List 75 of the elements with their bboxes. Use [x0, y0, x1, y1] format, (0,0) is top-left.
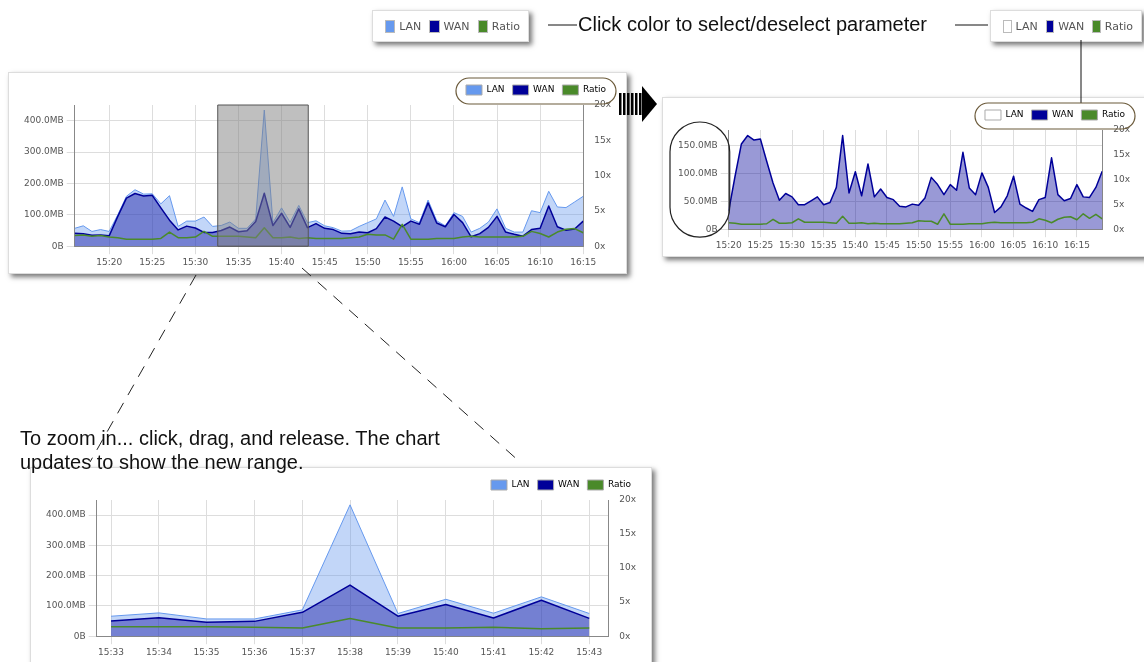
y-tick-label: 0B	[73, 630, 86, 641]
y2-tick-label: 5x	[619, 596, 631, 607]
x-tick-label: 16:15	[1063, 239, 1090, 250]
y-tick-label: 400.0MB	[45, 509, 86, 520]
legend-label: LAN	[486, 84, 505, 95]
x-tick-label: 15:41	[480, 646, 507, 657]
legend-box: LAN WAN Ratio	[372, 10, 529, 42]
x-tick-label: 15:40	[842, 239, 869, 250]
x-tick-label: 15:30	[779, 239, 806, 250]
x-tick-label: 15:25	[747, 239, 774, 250]
y-tick-label: 0B	[51, 240, 64, 251]
legend-label: WAN	[533, 84, 555, 95]
legend-label: LAN	[511, 479, 530, 490]
legend-label: Ratio	[1101, 109, 1126, 120]
x-tick-label: 15:40	[268, 256, 295, 267]
x-tick-label: 15:35	[810, 239, 837, 250]
x-tick-label: 15:33	[98, 646, 125, 657]
y-tick-label: 0B	[705, 223, 718, 234]
x-tick-label: 15:25	[139, 256, 166, 267]
y2-tick-label: 10x	[619, 562, 637, 573]
x-tick-label: 15:50	[905, 239, 932, 250]
x-tick-label: 15:55	[937, 239, 964, 250]
x-tick-label: 16:00	[440, 256, 468, 267]
x-tick-label: 15:45	[874, 239, 900, 250]
y2-tick-label: 10x	[1113, 173, 1131, 184]
x-tick-label: 15:30	[182, 256, 209, 267]
y2-tick-label: 0x	[619, 630, 631, 641]
x-tick-label: 15:42	[528, 646, 555, 657]
y2-tick-label: 0x	[1113, 223, 1125, 234]
x-tick-label: 15:35	[193, 646, 220, 657]
y2-tick-label: 15x	[1113, 149, 1131, 160]
x-tick-label: 15:40	[432, 646, 460, 657]
y2-tick-label: 20x	[619, 494, 637, 505]
y-tick-label: 50.0MB	[683, 195, 718, 206]
y2-tick-label: 5x	[594, 205, 606, 216]
y2-tick-label: 15x	[594, 134, 612, 145]
x-tick-label: 15:39	[384, 646, 412, 657]
text: Click color to select/deselect parameter	[578, 12, 928, 36]
y2-tick-label: 15x	[619, 528, 637, 539]
y-tick-label: 100.0MB	[45, 600, 86, 611]
x-tick-label: 16:00	[968, 239, 996, 250]
y-tick-label: 150.0MB	[677, 139, 718, 150]
x-tick-label: 15:34	[145, 646, 173, 657]
y-tick-label: 300.0MB	[23, 146, 64, 157]
x-tick-label: 15:43	[576, 646, 603, 657]
x-tick-label: 15:37	[289, 646, 316, 657]
x-tick-label: 16:05	[484, 256, 510, 267]
y-tick-label: 400.0MB	[23, 115, 64, 126]
legend-label: WAN	[558, 479, 580, 490]
x-tick-label: 15:50	[354, 256, 381, 267]
x-tick-label: 16:10	[527, 256, 554, 267]
y2-tick-label: 0x	[594, 240, 606, 251]
legend-label: Ratio	[607, 479, 632, 490]
x-tick-label: 16:15	[570, 256, 597, 267]
x-tick-label: 15:36	[241, 646, 268, 657]
y-tick-label: 200.0MB	[23, 177, 64, 188]
legend-label: LAN	[1005, 109, 1024, 120]
legend-label: Ratio	[582, 84, 607, 95]
y2-tick-label: 5x	[1113, 198, 1125, 209]
y-tick-label: 100.0MB	[23, 209, 64, 220]
y-tick-label: 200.0MB	[45, 570, 86, 581]
legend-label: WAN	[1052, 109, 1074, 120]
legend-box: LAN WAN Ratio	[990, 10, 1142, 42]
x-tick-label: 15:35	[225, 256, 252, 267]
x-tick-label: 15:20	[96, 256, 123, 267]
x-tick-label: 15:20	[715, 239, 742, 250]
x-tick-label: 16:10	[1032, 239, 1059, 250]
y-tick-label: 100.0MB	[677, 167, 718, 178]
x-tick-label: 15:45	[311, 256, 338, 267]
text: To zoom in... click, drag, and release. The chart updates to show the new range.	[20, 426, 441, 474]
x-tick-label: 15:38	[337, 646, 364, 657]
y-tick-label: 300.0MB	[45, 539, 86, 550]
x-tick-label: 16:05	[1000, 239, 1027, 250]
y2-tick-label: 10x	[594, 169, 612, 180]
x-tick-label: 15:55	[397, 256, 424, 267]
